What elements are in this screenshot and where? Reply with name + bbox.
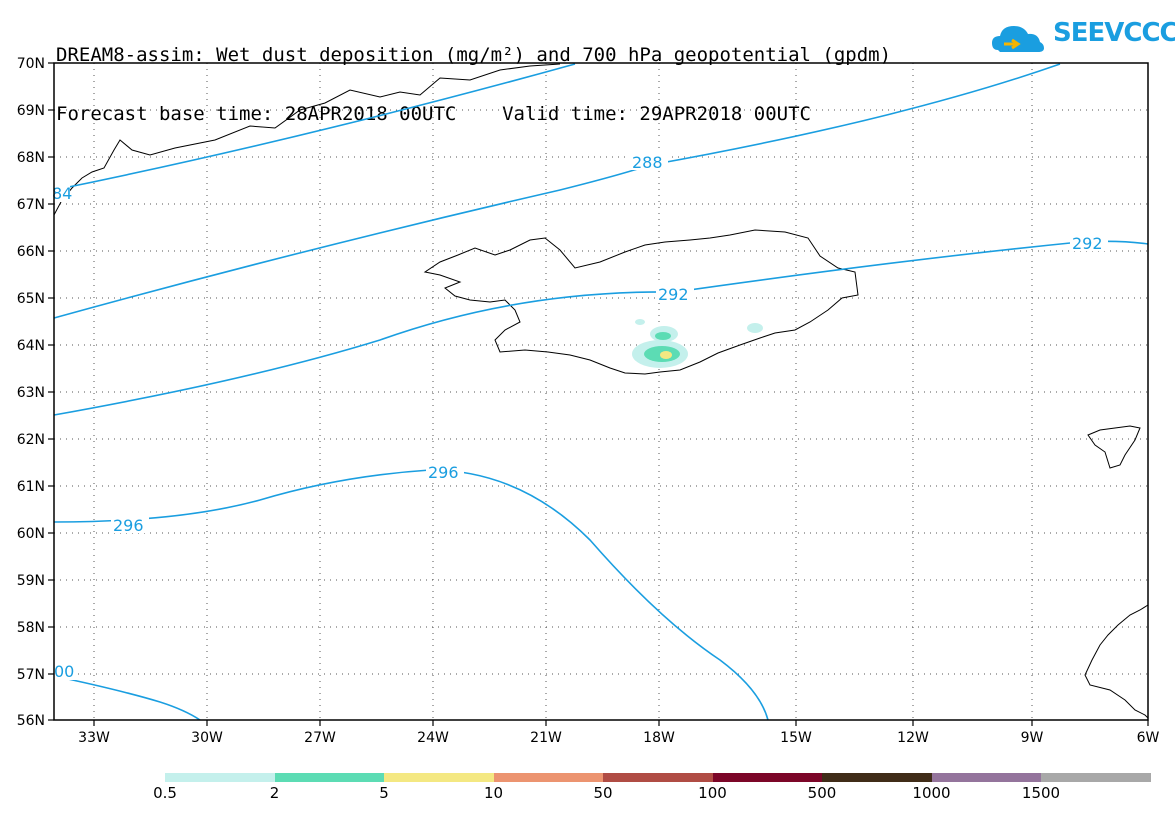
- legend-swatch: [274, 773, 384, 782]
- legend-label: 5: [379, 784, 389, 802]
- legend-swatch: [603, 773, 713, 782]
- legend-swatch: [165, 773, 275, 782]
- title-line-2: Forecast base time: 28APR2018 00UTC Vali…: [56, 103, 811, 125]
- faroes-coast: [1087, 425, 1141, 469]
- lon-label: 33W: [78, 730, 110, 746]
- lat-label: 61N: [17, 479, 45, 495]
- contour-label-292-center: 292: [658, 285, 689, 304]
- lat-label: 63N: [17, 385, 45, 401]
- lat-label: 67N: [17, 197, 45, 213]
- title-block: DREAM8-assim: Wet dust deposition (mg/m²…: [56, 8, 891, 145]
- lon-label: 27W: [304, 730, 336, 746]
- lat-label: 62N: [17, 432, 45, 448]
- contour-label-288: 288: [632, 153, 663, 172]
- legend-swatch: [384, 773, 494, 782]
- lon-label: 30W: [191, 730, 223, 746]
- legend-labels: 0.5 2 5 10 50 100 500 1000 1500: [0, 784, 1175, 804]
- lon-label: 15W: [780, 730, 812, 746]
- legend-label: 500: [807, 784, 837, 802]
- contour-label-296-center: 296: [428, 463, 459, 482]
- contour-label-292-east: 292: [1072, 234, 1103, 253]
- contour-label-300-edge: 00: [54, 662, 74, 681]
- coastlines: [53, 63, 1149, 719]
- tick-marks: [48, 62, 1149, 726]
- latitude-labels: 70N 69N 68N 67N 66N 65N 64N 63N 62N 61N …: [17, 56, 45, 729]
- legend-swatch: [931, 773, 1041, 782]
- lat-label: 60N: [17, 526, 45, 542]
- lat-label: 56N: [17, 713, 45, 729]
- legend-swatch: [493, 773, 603, 782]
- lon-label: 24W: [417, 730, 449, 746]
- iceland-coast: [423, 229, 859, 375]
- graticule: [54, 63, 1148, 720]
- lon-label: 18W: [643, 730, 675, 746]
- longitude-labels: 33W 30W 27W 24W 21W 18W 15W 12W 9W 6W: [78, 730, 1159, 746]
- lat-label: 69N: [17, 103, 45, 119]
- dust-deposition: [632, 319, 763, 368]
- cloud-icon: [992, 26, 1044, 52]
- lat-label: 58N: [17, 620, 45, 636]
- lon-label: 21W: [530, 730, 562, 746]
- logo-text: SEEVCCC: [1053, 18, 1175, 48]
- legend-label: 1500: [1021, 784, 1061, 802]
- legend-swatch: [712, 773, 822, 782]
- greenland-coast: [53, 63, 561, 216]
- lat-label: 57N: [17, 667, 45, 683]
- title-line-1: DREAM8-assim: Wet dust deposition (mg/m²…: [56, 44, 892, 66]
- lat-label: 68N: [17, 150, 45, 166]
- lon-label: 12W: [897, 730, 929, 746]
- legend-swatch: [1041, 773, 1151, 782]
- lat-label: 59N: [17, 573, 45, 589]
- legend-label: 100: [698, 784, 727, 802]
- lat-label: 70N: [17, 56, 45, 72]
- legend-label: 50: [593, 784, 613, 802]
- legend-swatch: [822, 773, 932, 782]
- contour-label-296-west: 296: [113, 516, 144, 535]
- contour-labels: 288 292 292 296 296 84 00: [52, 152, 1108, 681]
- scotland-coast: [1084, 604, 1149, 719]
- contour-label-284-edge: 84: [52, 184, 72, 203]
- lat-label: 65N: [17, 291, 45, 307]
- lon-label: 6W: [1137, 730, 1160, 746]
- lat-label: 64N: [17, 338, 45, 354]
- lon-label: 9W: [1021, 730, 1044, 746]
- geopotential-contours: [53, 63, 1149, 721]
- color-legend: [165, 773, 1151, 782]
- legend-label: 0.5: [153, 784, 177, 802]
- legend-label: 10: [483, 784, 504, 802]
- legend-label: 1000: [912, 784, 951, 802]
- legend-label: 2: [269, 784, 280, 802]
- lat-label: 66N: [17, 244, 45, 260]
